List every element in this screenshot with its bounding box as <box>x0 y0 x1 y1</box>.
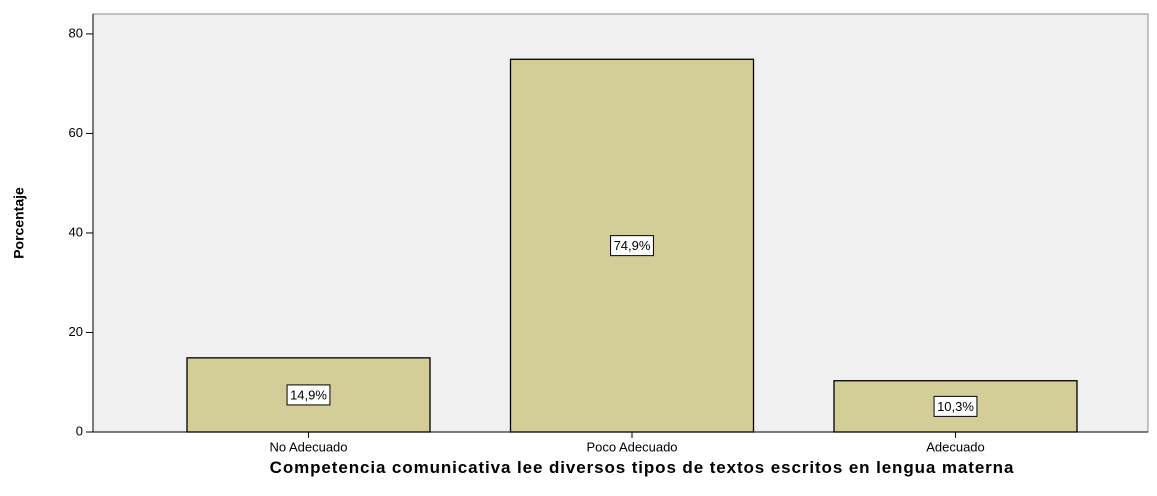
x-tick-label: Poco Adecuado <box>586 439 677 454</box>
value-label: 10,3% <box>937 399 974 414</box>
value-label-box <box>933 395 978 417</box>
y-tick-label: 0 <box>76 423 83 438</box>
value-label-box <box>610 235 654 257</box>
bar <box>509 58 755 433</box>
value-label-box <box>286 384 331 406</box>
y-tick-label: 20 <box>69 324 83 339</box>
y-tick-label: 80 <box>69 25 83 40</box>
value-label: 74,9% <box>614 238 651 253</box>
x-tick-label: Adecuado <box>926 439 985 454</box>
y-tick-label: 40 <box>69 224 83 239</box>
x-axis-title: Competencia comunicativa lee diversos ti… <box>269 458 1015 477</box>
x-tick-label: No Adecuado <box>269 439 347 454</box>
value-label: 14,9% <box>290 387 327 402</box>
chart: Porcentaje 0 20 40 60 80 No Adecuado 14,9% Poco… <box>11 13 1149 454</box>
y-axis-title: Porcentaje <box>11 187 27 259</box>
y-tick-label: 60 <box>69 125 83 140</box>
